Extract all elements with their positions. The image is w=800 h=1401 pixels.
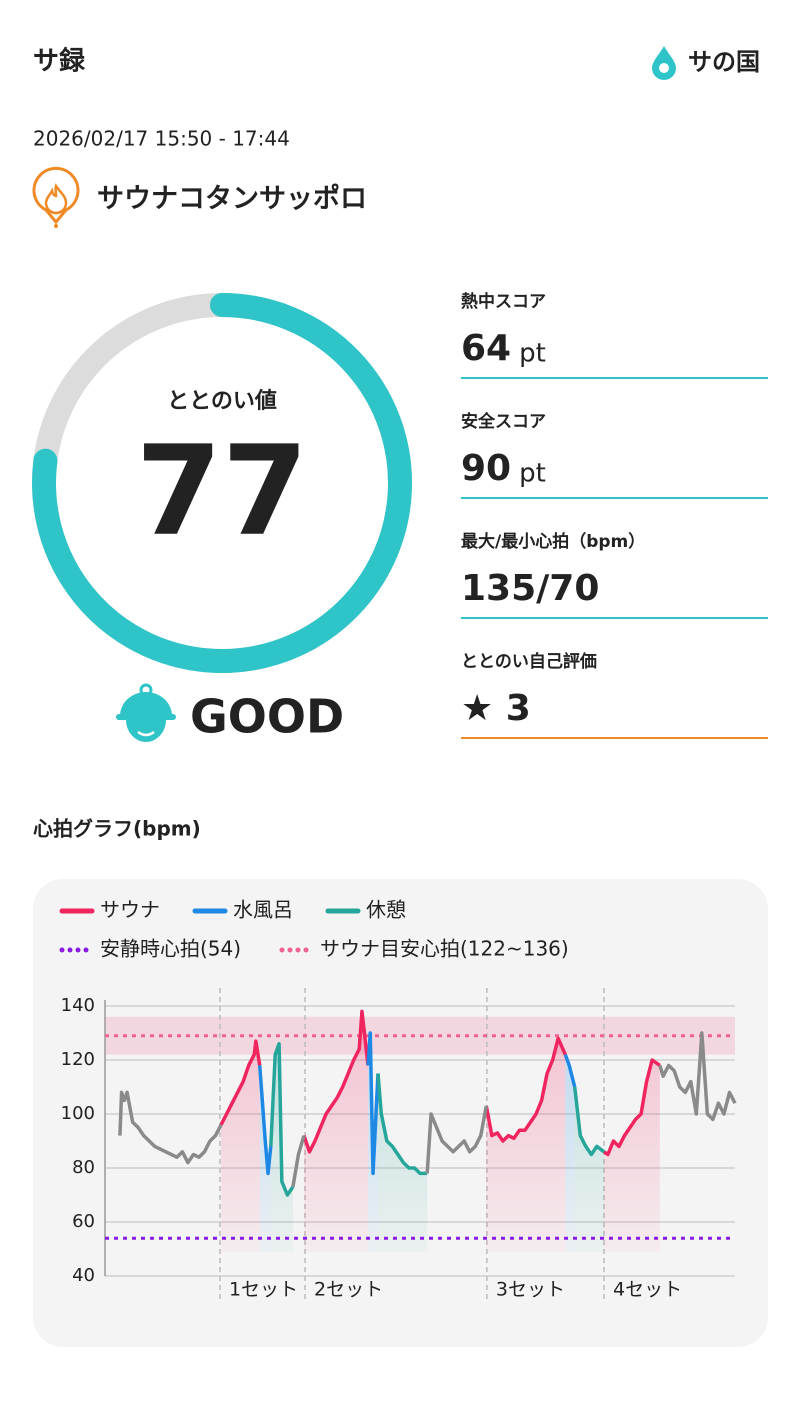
set-label: 2セット [314,1279,383,1301]
helmet-brim [116,714,176,720]
stats: 熱中スコア 64 pt 安全スコア 90 pt 最大/最小心拍（bpm） 135/70 ととのい… [461,291,768,739]
visit-datetime: 2026/02/17 15:50 - 17:44 [33,127,290,151]
set-label: 1セット [229,1279,298,1301]
stat-label: 最大/最小心拍（bpm） [461,531,645,552]
y-tick-label: 80 [72,1157,95,1178]
pin-dot [54,224,58,228]
series-line [257,1031,577,1176]
stat-value: 135/70 [461,568,599,609]
helmet-top [139,683,153,697]
y-tick-label: 100 [61,1103,95,1124]
gauge [32,293,412,673]
y-tick-label: 40 [72,1265,95,1286]
legend-label: 水風呂 [233,898,293,922]
legend-label: 安静時心拍(54) [100,937,241,961]
y-tick-label: 140 [61,995,95,1016]
stat-unit: pt [519,459,546,489]
legend-label: サウナ目安心拍(122~136) [320,937,569,961]
helmet [120,692,172,716]
stat-label: ととのい自己評価 [461,651,597,672]
stat-value: ★ 3 [461,688,531,729]
legend-label: サウナ [100,898,160,922]
facility-name: サウナコタンサッポロ [97,184,367,215]
legend-label: 休憩 [366,898,406,922]
flame [44,183,68,215]
pin [32,166,80,225]
y-tick-label: 120 [61,1049,95,1070]
set-label: 3セット [496,1279,565,1301]
series-line [219,1009,661,1157]
chart-title: 心拍グラフ(bpm) [33,817,201,841]
stat-unit: pt [519,339,546,369]
stat-value: 90 [461,448,511,489]
gauge-value: 77 [136,420,309,564]
series-line [118,1031,737,1188]
gauge-arc [32,293,412,673]
y-tick-label: 60 [72,1211,95,1232]
stat-label: 熱中スコア [461,291,546,312]
gauge-label: ととのい値 [167,389,277,414]
stat-label: 安全スコア [461,411,546,432]
series-line [269,1042,606,1197]
facility-icon [32,166,80,228]
rating-text: GOOD [190,690,344,744]
rating-icon [116,683,176,742]
app-title: サ録 [33,46,86,77]
set-label: 4セット [613,1279,682,1301]
logo-drop-inner [659,63,669,73]
logo-text: サの国 [688,48,760,76]
series-area [221,1011,660,1252]
face [126,720,166,742]
stat-value: 64 [461,328,511,369]
smile [137,730,155,737]
